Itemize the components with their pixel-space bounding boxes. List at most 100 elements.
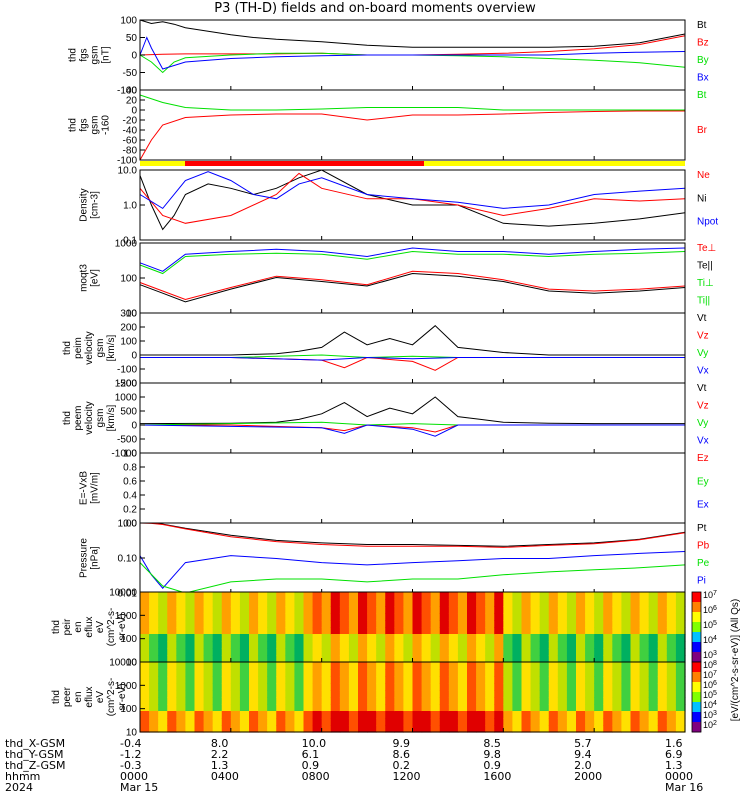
spectrogram-cell [585, 641, 595, 649]
y-axis-title: Density [79, 188, 90, 221]
footer-value: 0000 [120, 770, 148, 783]
spectrogram-cell [448, 662, 459, 670]
spectrogram-cell [566, 634, 577, 642]
spectrogram-cell [612, 662, 623, 670]
spectrogram-cell [603, 620, 613, 628]
colorbar-exponent: 3 [713, 650, 717, 657]
spectrogram-cell [339, 627, 350, 635]
mode-bar-segment [423, 161, 685, 166]
series-red-line [139, 110, 685, 161]
y-axis-title: eV [95, 621, 106, 634]
spectrogram-cell [249, 725, 259, 733]
footer-value: 0.2 [392, 759, 411, 772]
spectrogram-cell [603, 627, 613, 635]
spectrogram-cell [403, 634, 414, 642]
spectrogram-cell [367, 641, 377, 649]
series-blue-line [139, 551, 686, 589]
spectrogram-cell [675, 669, 686, 677]
spectrogram-cell [321, 599, 332, 607]
spectrogram-cell [621, 683, 632, 691]
legend-entry: Npot [697, 217, 718, 228]
spectrogram-cell [448, 634, 459, 642]
spectrogram-cell [594, 669, 604, 677]
spectrogram-cell [185, 690, 196, 698]
spectrogram-cell [358, 648, 368, 656]
y-tick-label: 0.2 [123, 505, 137, 516]
spectrogram-cell [403, 648, 414, 656]
spectrogram-cell [657, 655, 668, 663]
spectrogram-cell [140, 599, 150, 607]
spectrogram-cell [258, 606, 268, 614]
y-axis-title: sr-eV) [117, 613, 128, 640]
spectrogram-cell [285, 669, 296, 677]
spectrogram-cell [158, 634, 168, 642]
spectrogram-cell [421, 704, 432, 712]
spectrogram-cell [312, 704, 323, 712]
spectrogram-cell [603, 711, 613, 719]
spectrogram-cell [285, 718, 296, 726]
spectrogram-cell [412, 725, 423, 733]
spectrogram-cell [212, 620, 223, 628]
spectrogram-cell [221, 655, 232, 663]
spectrogram-cell [376, 711, 386, 719]
spectrogram-cell [330, 669, 341, 677]
y-tick-label: 1000 [115, 239, 138, 250]
spectrogram-cell [167, 725, 177, 733]
spectrogram-cell [339, 662, 350, 670]
y-tick-label: 10000 [109, 588, 137, 599]
spectrogram-cell [303, 655, 314, 663]
spectrogram-cell [358, 620, 368, 628]
spectrogram-cell [675, 655, 686, 663]
spectrogram-cell [675, 620, 686, 628]
spectrogram-cell [285, 599, 296, 607]
spectrogram-cell [185, 599, 196, 607]
spectrogram-cell [394, 641, 405, 649]
spectrogram-cell [666, 627, 677, 635]
spectrogram-cell [657, 683, 668, 691]
spectrogram-cell [467, 676, 477, 684]
spectrogram-cell [376, 704, 386, 712]
spectrogram-cell [267, 697, 277, 705]
y-tick-label: 1000 [115, 393, 138, 404]
spectrogram-cell [221, 592, 232, 600]
spectrogram-cell [330, 725, 341, 733]
spectrogram-cell [285, 634, 296, 642]
spectrogram-cell [294, 655, 305, 663]
y-tick-label: 300 [120, 309, 137, 320]
spectrogram-cell [448, 711, 459, 719]
y-axis-title: thd [68, 118, 79, 132]
spectrogram-cell [675, 683, 686, 691]
spectrogram-cell [539, 662, 550, 670]
legend-entry: Pe [697, 558, 710, 569]
spectrogram-cell [385, 676, 395, 684]
spectrogram-cell [239, 620, 250, 628]
legend-entry: Pb [697, 541, 710, 552]
spectrogram-cell [348, 725, 359, 733]
spectrogram-cell [285, 620, 296, 628]
spectrogram-cell [403, 725, 414, 733]
spectrogram-cell [394, 683, 405, 691]
spectrogram-cell [612, 690, 623, 698]
spectrogram-cell [603, 599, 613, 607]
spectrogram-cell [512, 718, 523, 726]
spectrogram-cell [412, 599, 423, 607]
spectrogram-cell [348, 669, 359, 677]
spectrogram-cell [276, 634, 286, 642]
spectrogram-cell [539, 718, 550, 726]
spectrogram-cell [358, 704, 368, 712]
spectrogram-cell [385, 704, 395, 712]
spectrogram-cell [158, 697, 168, 705]
spectrogram-cell [194, 641, 205, 649]
spectrogram-cell [239, 669, 250, 677]
colorbar-exponent: 2 [713, 720, 717, 727]
footer-value: -1.2 [120, 748, 142, 761]
spectrogram-cell [585, 599, 595, 607]
spectrogram-cell [630, 606, 641, 614]
spectrogram-cell [312, 725, 323, 733]
spectrogram-cell [494, 648, 504, 656]
spectrogram-cell [376, 683, 386, 691]
spectrogram-cell [576, 662, 586, 670]
spectrogram-cell [448, 690, 459, 698]
spectrogram-cell [239, 697, 250, 705]
y-tick-label: 20 [126, 96, 138, 107]
